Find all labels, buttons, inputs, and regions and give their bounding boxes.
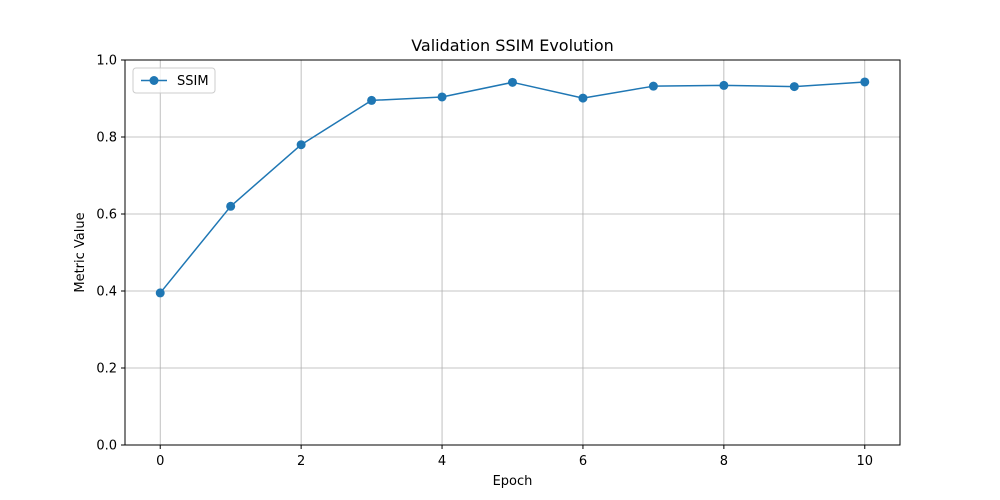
data-point xyxy=(367,95,377,105)
legend: SSIM xyxy=(132,67,216,94)
data-point xyxy=(508,77,517,87)
plot-area-frame xyxy=(124,59,901,446)
y-axis-title: Metric Value xyxy=(73,212,88,292)
x-tick-label: 6 xyxy=(579,454,587,469)
x-axis-title: Epoch xyxy=(493,474,533,489)
y-tick-label: 0.4 xyxy=(96,285,117,300)
legend-label: SSIM xyxy=(177,74,209,89)
data-point xyxy=(789,82,799,92)
data-point xyxy=(226,201,236,211)
series-layer xyxy=(155,77,870,298)
y-tick-label: 1.0 xyxy=(96,54,117,69)
data-point xyxy=(860,77,870,87)
x-tick-label: 4 xyxy=(438,454,446,469)
data-point xyxy=(648,81,658,91)
x-tick-label: 8 xyxy=(720,454,728,469)
series-line xyxy=(159,81,865,294)
y-tick-label: 0.6 xyxy=(96,208,117,223)
y-tick-label: 0.8 xyxy=(96,131,117,146)
y-tick-label: 0.2 xyxy=(96,362,117,377)
chart-title: Validation SSIM Evolution xyxy=(411,36,614,55)
data-point xyxy=(155,288,165,298)
grid xyxy=(125,59,900,446)
data-point xyxy=(719,80,729,90)
axis-ticks: 0 2 4 6 8 10 0.0 0.2 0.4 0.6 0.8 1.0 xyxy=(96,54,873,470)
x-tick-label: 2 xyxy=(297,454,305,469)
legend-box xyxy=(132,67,216,94)
legend-marker-swatch xyxy=(149,76,159,85)
data-point xyxy=(578,93,588,103)
y-tick-label: 0.0 xyxy=(96,439,117,454)
x-tick-label: 10 xyxy=(856,454,873,469)
data-point xyxy=(296,140,306,150)
data-point xyxy=(437,92,447,102)
x-tick-label: 0 xyxy=(156,454,164,469)
